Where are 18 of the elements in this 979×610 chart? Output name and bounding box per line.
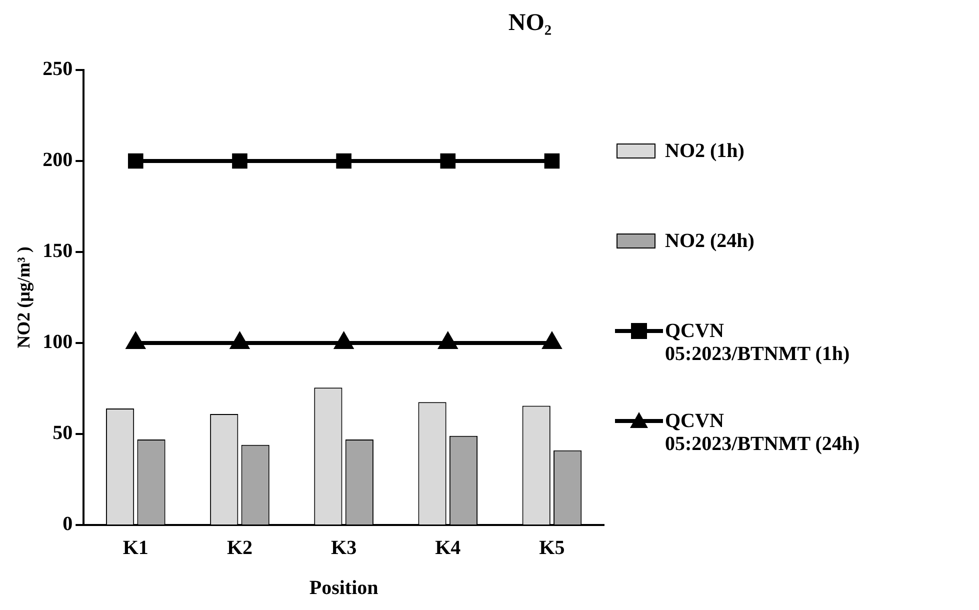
- legend-label: NO2 (1h): [665, 140, 746, 163]
- y-tick-label: 0: [62, 513, 73, 536]
- x-tick-label: K2: [226, 537, 252, 560]
- legend-label: NO2 (24h): [665, 230, 756, 253]
- y-tick-label: 150: [42, 240, 73, 262]
- x-tick-label: K3: [331, 537, 357, 560]
- x-axis-title: Position: [309, 577, 378, 600]
- y-axis-title: NO2 (µg/m³ ): [13, 246, 34, 348]
- legend-label: QCVN 05:2023/BTNMT (1h): [665, 320, 851, 366]
- y-tick-label: 200: [42, 149, 73, 172]
- chart-title: NO₂: [507, 10, 553, 37]
- x-tick-label: K4: [435, 537, 461, 560]
- y-tick-label: 100: [42, 331, 73, 354]
- y-tick-label: 50: [52, 422, 73, 444]
- y-tick-label: 250: [42, 58, 73, 80]
- x-tick-label: K5: [539, 537, 565, 560]
- x-tick-label: K1: [122, 537, 148, 560]
- legend-label: QCVN 05:2023/BTNMT (24h): [665, 410, 861, 456]
